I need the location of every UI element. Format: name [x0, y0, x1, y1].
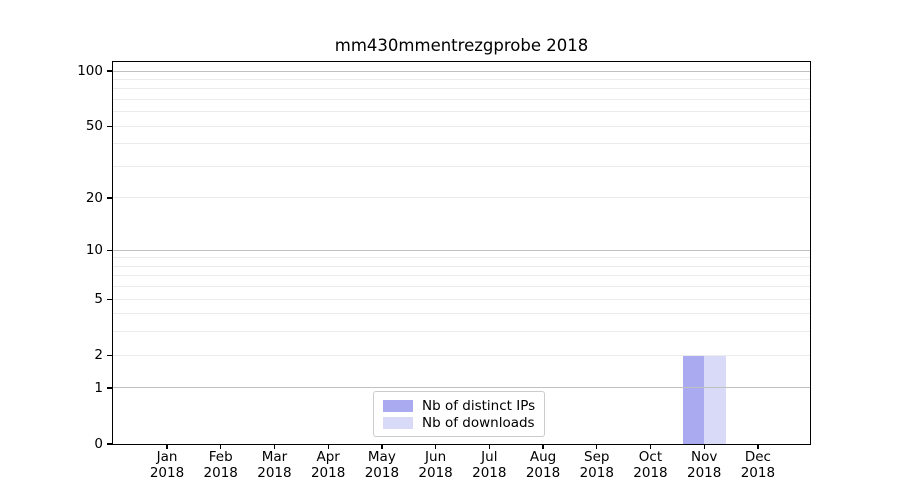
gridline-minor — [113, 143, 810, 145]
x-tick-month: May — [367, 449, 396, 465]
x-tick-label-mar: Mar 2018 — [244, 449, 304, 481]
x-tick-year: 2018 — [579, 464, 614, 481]
x-tick-label-may: May 2018 — [352, 449, 412, 481]
gridline-minor — [113, 298, 810, 300]
legend-row-nb-of-downloads: Nb of downloads — [383, 414, 535, 431]
x-tick-label-oct: Oct 2018 — [620, 449, 680, 481]
x-tick-year: 2018 — [633, 464, 668, 481]
x-tick-month: Sep — [584, 449, 610, 465]
y-tick-label: 10 — [85, 242, 103, 259]
y-tick — [107, 443, 113, 445]
x-tick-label-apr: Apr 2018 — [298, 449, 358, 481]
x-tick-month: Jan — [156, 449, 178, 465]
x-tick-year: 2018 — [310, 464, 346, 481]
gridline-minor — [113, 275, 810, 277]
x-tick-month: Aug — [529, 449, 557, 465]
legend-label-nb-of-downloads: Nb of downloads — [422, 414, 535, 431]
gridline-major — [113, 70, 810, 72]
legend-swatch-nb-of-downloads — [383, 416, 413, 429]
x-tick-month: Dec — [744, 449, 771, 465]
gridline-minor — [113, 313, 810, 315]
bar-nb-of-downloads-nov — [704, 355, 726, 444]
gridline-minor — [113, 265, 810, 267]
y-tick — [107, 125, 113, 127]
x-tick-label-aug: Aug 2018 — [513, 449, 573, 481]
y-tick-label: 0 — [94, 436, 103, 452]
x-tick-year: 2018 — [364, 464, 400, 481]
x-tick-label-jul: Jul 2018 — [459, 449, 519, 481]
y-tick-label: 50 — [85, 118, 103, 135]
x-tick-month: Jul — [481, 449, 498, 465]
x-tick — [488, 444, 490, 449]
gridline-minor — [113, 78, 810, 80]
legend-row-nb-of-distinct-ips: Nb of distinct IPs — [383, 397, 535, 414]
x-tick — [220, 444, 222, 449]
x-tick-month: Jun — [425, 449, 447, 465]
gridline-minor — [113, 88, 810, 90]
x-tick-year: 2018 — [687, 464, 722, 481]
legend-swatch-nb-of-distinct-ips — [383, 399, 413, 412]
y-tick — [107, 70, 113, 72]
x-tick-label-dec: Dec 2018 — [728, 449, 788, 481]
gridline-minor — [113, 197, 810, 199]
gridline-minor — [113, 111, 810, 113]
x-tick — [327, 444, 329, 449]
x-tick-label-jan: Jan 2018 — [137, 449, 197, 481]
x-tick — [381, 444, 383, 449]
y-tick — [107, 197, 113, 199]
y-tick — [107, 298, 113, 300]
gridline-minor — [113, 354, 810, 356]
gridline-minor — [113, 125, 810, 127]
y-tick — [107, 354, 113, 356]
legend: Nb of distinct IPs Nb of downloads — [373, 391, 546, 437]
gridline-minor — [113, 331, 810, 333]
gridline-major — [113, 387, 810, 389]
x-tick-label-feb: Feb 2018 — [191, 449, 251, 481]
x-tick-year: 2018 — [203, 464, 238, 481]
y-tick-label: 20 — [85, 189, 103, 206]
x-tick-year: 2018 — [525, 464, 561, 481]
x-tick-label-jun: Jun 2018 — [406, 449, 466, 481]
y-tick-label: 100 — [77, 63, 103, 79]
x-tick-year: 2018 — [257, 464, 292, 481]
x-tick-month: Nov — [691, 449, 718, 465]
x-tick-month: Feb — [208, 449, 233, 465]
gridline-minor — [113, 286, 810, 288]
gridline-minor — [113, 165, 810, 167]
x-tick — [757, 444, 759, 449]
gridline-minor — [113, 98, 810, 100]
y-tick-label: 2 — [94, 347, 103, 364]
x-tick — [596, 444, 598, 449]
x-tick-year: 2018 — [472, 464, 507, 481]
x-tick — [703, 444, 705, 449]
chart-title: mm430mmentrezgprobe 2018 — [334, 36, 589, 55]
x-tick-year: 2018 — [149, 464, 185, 481]
y-tick-label: 5 — [94, 291, 103, 308]
x-tick — [542, 444, 544, 449]
x-tick-year: 2018 — [418, 464, 453, 481]
x-tick-label-sep: Sep 2018 — [567, 449, 627, 481]
y-tick — [107, 249, 113, 251]
x-tick-month: Apr — [316, 449, 340, 465]
x-tick-month: Mar — [261, 449, 288, 465]
y-tick — [107, 387, 113, 389]
gridline-minor — [113, 257, 810, 259]
y-tick-label: 1 — [94, 379, 103, 396]
x-tick-month: Oct — [638, 449, 663, 465]
x-tick-label-nov: Nov 2018 — [674, 449, 734, 481]
plot-area — [107, 61, 811, 449]
gridline-major — [113, 249, 810, 251]
bar-nb-of-distinct-ips-nov — [682, 355, 705, 444]
x-tick-year: 2018 — [740, 464, 776, 481]
x-tick — [649, 444, 652, 449]
x-tick — [273, 444, 276, 449]
x-tick — [434, 444, 437, 449]
x-tick — [166, 444, 168, 449]
legend-label-nb-of-distinct-ips: Nb of distinct IPs — [422, 397, 536, 414]
